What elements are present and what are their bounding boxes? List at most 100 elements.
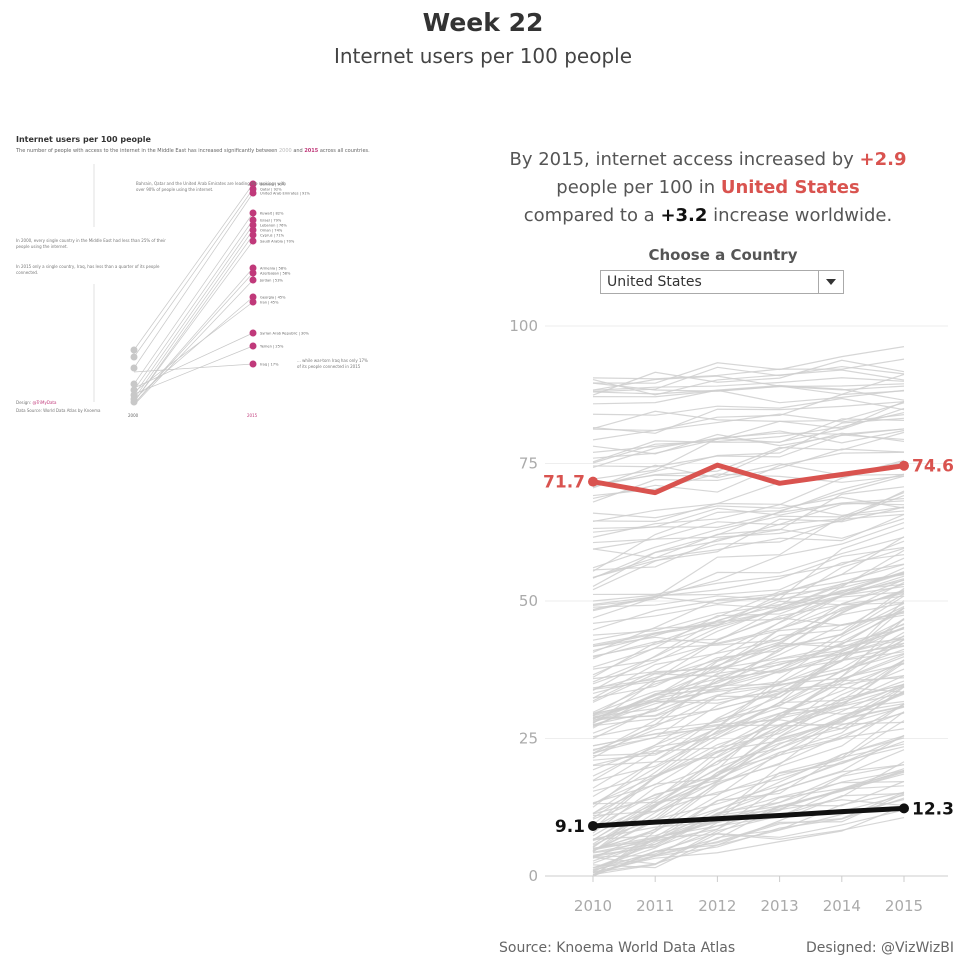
background-country-line bbox=[592, 428, 905, 468]
background-country-line bbox=[592, 486, 905, 571]
thumbnail-source: Data Source: World Data Atlas by Knoema bbox=[16, 408, 101, 413]
thumb-end-dot bbox=[249, 264, 257, 272]
thumb-slope-line bbox=[133, 332, 254, 389]
background-country-line bbox=[592, 494, 905, 544]
background-country-line bbox=[592, 612, 905, 738]
thumb-end-label: Oman | 74% bbox=[260, 229, 283, 233]
thumb-slope-line bbox=[133, 240, 254, 403]
background-country-line bbox=[592, 557, 905, 689]
background-country-line bbox=[592, 602, 905, 724]
series-end-point bbox=[899, 803, 909, 814]
background-country-line bbox=[592, 635, 905, 837]
thumb-slope-line bbox=[133, 279, 254, 406]
thumbnail-design-label: Design: bbox=[16, 400, 33, 405]
thumb-end-label: Azerbaijan | 58% bbox=[260, 272, 291, 276]
page-title: Week 22 bbox=[422, 8, 544, 37]
thumb-end-label: Cyprus | 71% bbox=[260, 234, 285, 238]
thumb-end-label: Kuwait | 82% bbox=[260, 212, 284, 216]
background-country-line bbox=[592, 645, 905, 751]
thumb-end-dot bbox=[249, 221, 257, 229]
thumbnail-title: Internet users per 100 people bbox=[16, 135, 151, 144]
background-country-line bbox=[592, 770, 905, 876]
thumb-slope-line bbox=[133, 212, 254, 385]
background-country-line bbox=[592, 563, 905, 657]
thumb-slope-line bbox=[133, 192, 254, 369]
country-dropdown[interactable]: United States bbox=[600, 270, 844, 294]
background-country-line bbox=[592, 623, 905, 715]
background-country-line bbox=[592, 635, 905, 726]
background-country-line bbox=[592, 574, 905, 608]
background-country-line bbox=[592, 605, 905, 815]
background-country-line bbox=[592, 431, 905, 487]
y-tick-label: 50 bbox=[519, 592, 538, 610]
thumb-slope-line bbox=[133, 363, 254, 373]
background-country-line bbox=[592, 402, 905, 430]
thumbnail-viz: Bahrain | 93% Qatar | 92% United Arab Emir… bbox=[14, 132, 374, 422]
thumb-end-label: Qatar | 92% bbox=[260, 188, 282, 192]
thumb-slope-line bbox=[133, 219, 254, 391]
thumbnail-note-bottom: ... while war-torn Iraq has only 17% of … bbox=[297, 358, 368, 369]
thumb-end-label: Syrian Arab Republic | 30% bbox=[260, 332, 309, 336]
thumbnail-year-b: 2015 bbox=[304, 148, 319, 154]
thumb-end-label: United Arab Emirates | 91% bbox=[260, 192, 311, 196]
background-country-line bbox=[592, 401, 905, 434]
series-start-label: 71.7 bbox=[543, 473, 585, 493]
background-country-line bbox=[592, 746, 905, 869]
thumb-end-dot bbox=[249, 237, 257, 245]
headline-line3-end: increase worldwide. bbox=[707, 205, 893, 226]
thumb-slope-line bbox=[133, 234, 254, 403]
footer-designer: Designed: @VizWizBI bbox=[806, 940, 955, 956]
thumb-slope-line bbox=[133, 345, 254, 395]
background-country-line bbox=[592, 693, 905, 820]
background-country-line bbox=[592, 400, 905, 459]
thumb-start-dot bbox=[130, 346, 138, 354]
background-country-line bbox=[592, 497, 905, 533]
headline-world-change: +3.2 bbox=[660, 205, 708, 226]
background-country-line bbox=[592, 547, 905, 691]
dropdown-button[interactable] bbox=[818, 271, 843, 293]
background-country-line bbox=[592, 734, 905, 858]
background-country-line bbox=[592, 369, 905, 396]
background-country-line bbox=[592, 626, 905, 830]
background-country-line bbox=[592, 792, 905, 877]
thumb-end-label: Saudi Arabia | 70% bbox=[260, 240, 295, 244]
background-country-line bbox=[592, 579, 905, 631]
background-country-line bbox=[592, 740, 905, 805]
thumbnail-desc-pre: The number of people with access to the … bbox=[16, 148, 279, 154]
thumb-end-label: Iran | 45% bbox=[260, 301, 279, 305]
thumb-end-label: Israel | 79% bbox=[260, 219, 282, 223]
thumbnail-design-handle: @TriMyData bbox=[32, 400, 57, 405]
thumb-slope-line bbox=[133, 301, 254, 393]
background-country-line bbox=[592, 642, 905, 690]
background-country-line bbox=[592, 771, 905, 854]
thumb-start-dot bbox=[130, 386, 138, 394]
headline-country-change: +2.9 bbox=[859, 149, 907, 170]
thumbnail-description: The number of people with access to the … bbox=[16, 147, 371, 155]
background-country-line bbox=[592, 585, 905, 660]
thumb-end-dot bbox=[249, 216, 257, 224]
background-country-line bbox=[592, 592, 905, 668]
background-country-line bbox=[592, 705, 905, 817]
background-country-line bbox=[592, 628, 905, 771]
background-country-line bbox=[592, 571, 905, 676]
thumb-end-label: Bahrain | 93% bbox=[260, 183, 286, 187]
country-dropdown-value: United States bbox=[607, 274, 702, 290]
background-country-line bbox=[592, 536, 905, 653]
thumbnail-axis-left: 2000 bbox=[128, 413, 139, 418]
thumb-end-dot bbox=[249, 180, 257, 188]
y-tick-label: 75 bbox=[519, 455, 538, 473]
background-country-line bbox=[592, 631, 905, 726]
background-country-line bbox=[592, 522, 905, 605]
background-country-line bbox=[592, 434, 905, 468]
background-country-line bbox=[592, 653, 905, 755]
background-country-line bbox=[592, 692, 905, 789]
series-start-label: 9.1 bbox=[555, 817, 585, 837]
thumb-slope-line bbox=[133, 296, 254, 400]
background-country-line bbox=[592, 793, 905, 871]
background-country-line bbox=[592, 536, 905, 607]
y-tick-label: 25 bbox=[519, 730, 538, 748]
background-country-line bbox=[592, 728, 905, 814]
thumb-end-dot bbox=[249, 342, 257, 350]
x-tick-label: 2015 bbox=[885, 897, 923, 915]
